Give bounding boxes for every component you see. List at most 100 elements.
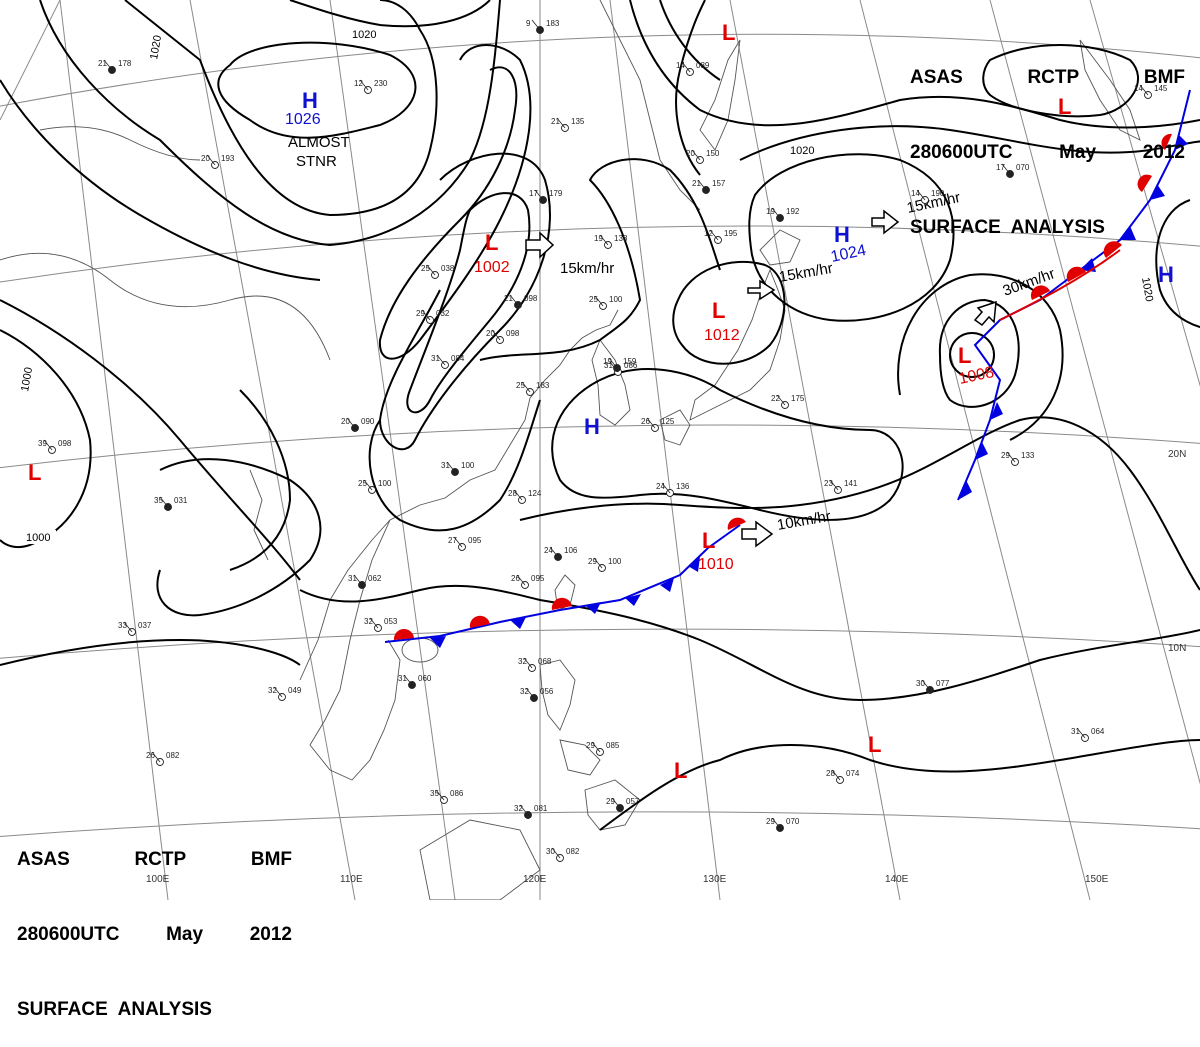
isobar-southwest-2 — [229, 389, 291, 571]
station-pressure: 081 — [534, 804, 548, 813]
japan-kyushu — [659, 409, 691, 446]
isobar-south-bottom — [599, 739, 1200, 831]
station-pressure: 068 — [538, 657, 552, 666]
wind-barb-icon — [1139, 84, 1149, 96]
station-temperature: 24 — [656, 482, 665, 491]
isobar-north-top-2 — [659, 0, 721, 81]
low-center-1010: L — [702, 528, 715, 553]
isobar-h1024 — [748, 153, 955, 322]
station-pressure: 175 — [791, 394, 805, 403]
station-plot: 19 138 — [594, 234, 628, 249]
lon-label-130e: 130E — [703, 874, 727, 885]
isobar-label: 1020 — [148, 34, 164, 60]
title-agency: ASAS — [910, 67, 963, 88]
stnr-note: STNR — [296, 153, 337, 170]
wind-barb-icon — [359, 79, 369, 91]
lon-label-120e: 120E — [523, 874, 547, 885]
low-value-1010: 1010 — [698, 556, 734, 573]
station-pressure: 183 — [546, 19, 560, 28]
isobar-labels: 1020 1020 1020 1020 1000 1000 — [14, 27, 1155, 544]
station-temperature: 39 — [38, 439, 47, 448]
wind-barb-icon — [593, 557, 603, 569]
title-block-top: ASAS RCTP BMF 280600UTC May 2012 SURFACE… — [910, 15, 1185, 265]
wind-barb-icon — [421, 309, 431, 321]
station-plot: 21 098 — [504, 294, 538, 309]
station-temperature: 28 — [508, 489, 517, 498]
wind-barb-icon — [273, 686, 283, 698]
wind-barb-icon — [829, 479, 839, 491]
wind-barb-icon — [491, 329, 501, 341]
title-month: May — [1059, 142, 1097, 163]
station-pressure: 135 — [571, 117, 585, 126]
station-pressure: 070 — [786, 817, 800, 826]
station-temperature: 29 — [766, 817, 775, 826]
title-month: May — [166, 924, 204, 945]
isobar-central-loop — [368, 399, 541, 532]
luzon — [539, 659, 576, 731]
station-plot: 20 090 — [341, 417, 375, 432]
low-center-west: L — [28, 460, 41, 485]
isobar-central-long — [479, 158, 721, 361]
low-center-1002: L — [485, 230, 498, 255]
low-center-south-2: L — [868, 732, 881, 757]
station-temperature: 31 — [431, 354, 440, 363]
isobar-label: 1020 — [1139, 276, 1155, 302]
station-plot: 29 085 — [586, 741, 620, 756]
station-pressure: 086 — [450, 789, 464, 798]
title-station: RCTP — [1027, 67, 1080, 88]
station-temperature: 30 — [546, 847, 555, 856]
title-station: RCTP — [134, 849, 187, 870]
station-temperature: 29 — [588, 557, 597, 566]
title-agency-row: ASAS RCTP BMF — [910, 65, 1185, 90]
wind-barb-icon — [453, 536, 463, 548]
station-pressure: 192 — [786, 207, 800, 216]
station-plot: 14 089 — [676, 61, 710, 76]
station-temperature: 29 — [416, 309, 425, 318]
station-plot: 14 190 — [911, 189, 945, 204]
isobar-west-1000 — [0, 329, 92, 549]
station-plot: 21 157 — [692, 179, 726, 194]
station-temperature: 26 — [641, 417, 650, 426]
station-temperature: 32 — [268, 686, 277, 695]
visayas — [559, 739, 601, 776]
isobar-l1008-inner — [949, 332, 995, 378]
lat-label-10n: 10N — [1168, 643, 1186, 654]
wind-barb-icon — [151, 751, 161, 763]
station-temperature: 17 — [996, 163, 1005, 172]
wind-barb-icon — [509, 294, 519, 306]
station-temperature: 31 — [604, 361, 613, 370]
kamchatka — [1079, 39, 1141, 141]
isobar-north-wide-2 — [0, 79, 321, 281]
isobar-label: 1000 — [19, 366, 35, 392]
high-center-1026: H — [302, 88, 318, 113]
station-pressure: 070 — [1016, 163, 1030, 172]
station-temperature: 24 — [544, 546, 553, 555]
wind-barb-icon — [525, 687, 535, 699]
station-pressure: 064 — [1091, 727, 1105, 736]
wind-barb-icon — [435, 789, 445, 801]
korea-peninsula — [591, 339, 631, 426]
high-value-1026: 1026 — [285, 111, 321, 128]
station-plot: 35 031 — [154, 496, 188, 511]
speed-label-l1010: 10km/hr — [776, 508, 832, 534]
isobar-nw-loop — [378, 44, 532, 360]
mindanao — [584, 779, 641, 831]
wind-barb-icon — [516, 574, 526, 586]
station-pressure: 032 — [436, 309, 450, 318]
station-temperature: 21 — [98, 59, 107, 68]
speed-label-l1012: 15km/hr — [778, 260, 834, 286]
station-pressure: 049 — [288, 686, 302, 695]
title-block-bottom: ASAS RCTP BMF 280600UTC May 2012 SURFACE… — [17, 797, 292, 1047]
station-pressure: 086 — [624, 361, 638, 370]
wind-barb-icon — [1006, 451, 1016, 463]
lon-label-110e: 110E — [340, 874, 363, 885]
title-office: BMF — [250, 849, 292, 870]
station-plot: 21 135 — [551, 117, 585, 132]
station-plot: 23 141 — [824, 479, 858, 494]
title-agency-row: ASAS RCTP BMF — [17, 847, 292, 872]
title-time-row: 280600UTC May 2012 — [17, 922, 292, 947]
station-plot: 26 082 — [146, 751, 180, 766]
isobar-nw-outer — [289, 0, 491, 28]
station-pressure: 031 — [174, 496, 188, 505]
wind-barb-icon — [608, 357, 618, 369]
